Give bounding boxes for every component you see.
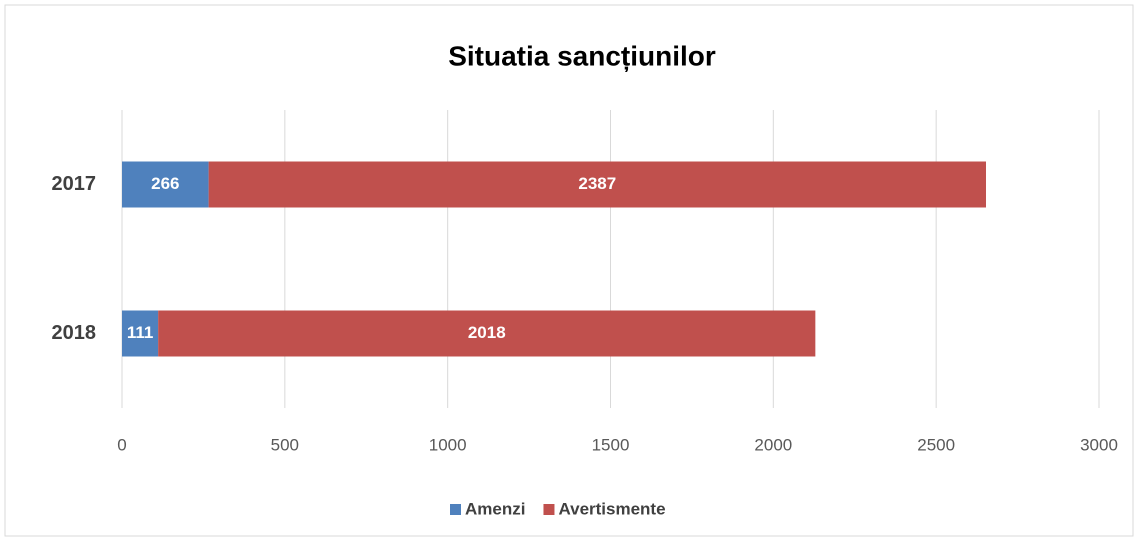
x-tick-label: 3000 — [1080, 435, 1118, 454]
legend-swatch — [450, 504, 461, 515]
y-tick-label: 2017 — [52, 173, 97, 195]
bar-segment — [208, 161, 986, 208]
legend-label: Amenzi — [465, 499, 525, 518]
bar-segment — [122, 161, 209, 208]
legend-swatch — [543, 504, 555, 515]
data-label: 2018 — [468, 323, 506, 342]
x-tick-label: 2500 — [917, 435, 955, 454]
data-label: 111 — [127, 323, 154, 342]
legend-label: Avertismente — [558, 499, 665, 518]
data-label: 266 — [151, 174, 179, 193]
x-tick-label: 500 — [271, 435, 299, 454]
data-label: 2387 — [578, 174, 616, 193]
x-tick-label: 1500 — [592, 435, 630, 454]
x-tick-label: 1000 — [429, 435, 467, 454]
chart-title: Situatia sancțiunilor — [448, 40, 716, 71]
bar-segment — [122, 310, 159, 357]
x-tick-label: 2000 — [754, 435, 792, 454]
x-tick-label: 0 — [117, 435, 126, 454]
chart-border — [4, 4, 1134, 537]
y-tick-label: 2018 — [52, 322, 97, 344]
bar-segment — [158, 310, 816, 357]
